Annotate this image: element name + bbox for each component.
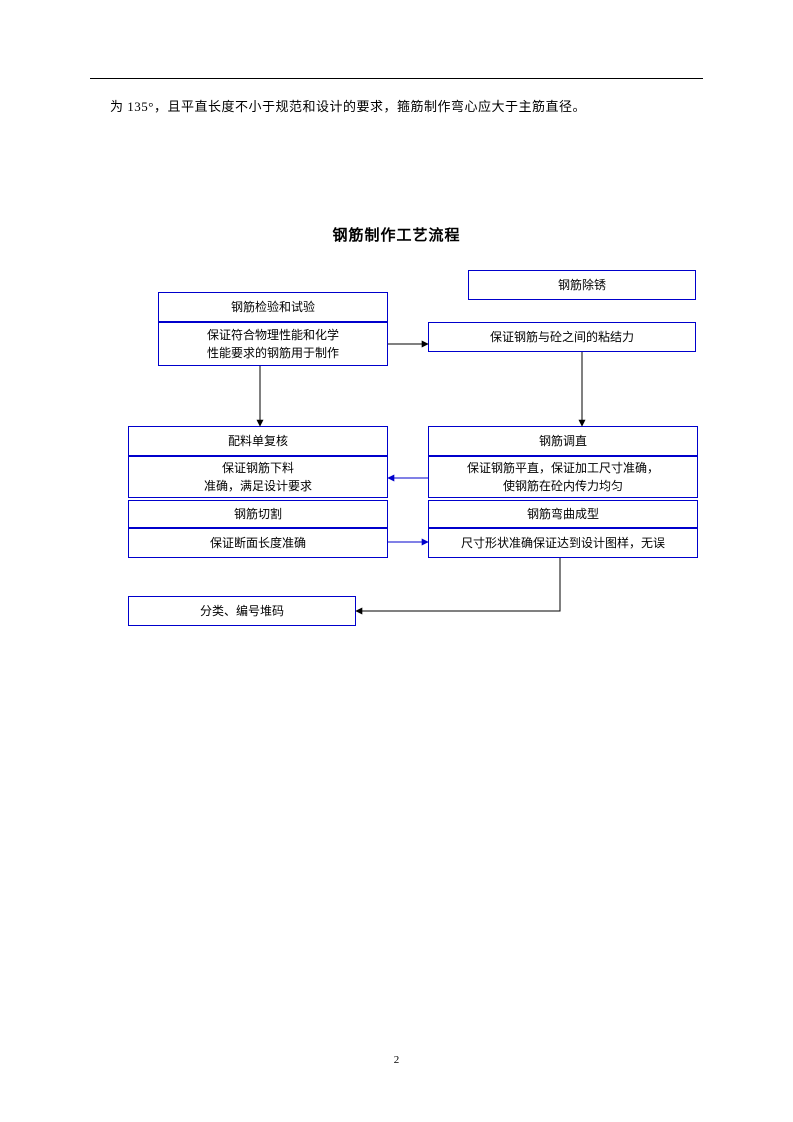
flowchart-node-label: 保证符合物理性能和化学性能要求的钢筋用于制作 bbox=[207, 326, 339, 362]
flowchart-node-n3b: 保证钢筋下料准确，满足设计要求 bbox=[128, 456, 388, 498]
flowchart-node-n4b: 保证钢筋平直，保证加工尺寸准确，使钢筋在砼内传力均匀 bbox=[428, 456, 698, 498]
flowchart-node-n6: 钢筋弯曲成型 bbox=[428, 500, 698, 528]
flowchart-node-label: 保证钢筋平直，保证加工尺寸准确，使钢筋在砼内传力均匀 bbox=[467, 459, 659, 495]
flowchart-node-label: 分类、编号堆码 bbox=[200, 602, 284, 620]
page-number: 2 bbox=[0, 1054, 793, 1066]
flowchart-node-label: 钢筋检验和试验 bbox=[231, 298, 315, 316]
flowchart-node-n7: 分类、编号堆码 bbox=[128, 596, 356, 626]
flowchart-node-label: 尺寸形状准确保证达到设计图样，无误 bbox=[461, 534, 665, 552]
flowchart-node-label: 保证钢筋下料准确，满足设计要求 bbox=[204, 459, 312, 495]
flowchart-node-label: 钢筋切割 bbox=[234, 505, 282, 523]
flowchart-node-n5b: 保证断面长度准确 bbox=[128, 528, 388, 558]
flowchart-node-n1b: 保证符合物理性能和化学性能要求的钢筋用于制作 bbox=[158, 322, 388, 366]
flowchart-node-label: 配料单复核 bbox=[228, 432, 288, 450]
flowchart-node-n2b: 保证钢筋与砼之间的粘结力 bbox=[428, 322, 696, 352]
flowchart-node-label: 钢筋除锈 bbox=[558, 276, 606, 294]
flowchart-node-n1: 钢筋检验和试验 bbox=[158, 292, 388, 322]
flowchart-node-n3: 配料单复核 bbox=[128, 426, 388, 456]
flowchart-node-label: 钢筋弯曲成型 bbox=[527, 505, 599, 523]
flowchart-node-n2: 钢筋除锈 bbox=[468, 270, 696, 300]
flowchart-node-n4: 钢筋调直 bbox=[428, 426, 698, 456]
flowchart-node-label: 保证钢筋与砼之间的粘结力 bbox=[490, 328, 634, 346]
flowchart-node-n6b: 尺寸形状准确保证达到设计图样，无误 bbox=[428, 528, 698, 558]
flowchart-node-label: 保证断面长度准确 bbox=[210, 534, 306, 552]
flowchart-node-n5: 钢筋切割 bbox=[128, 500, 388, 528]
flowchart-node-label: 钢筋调直 bbox=[539, 432, 587, 450]
flowchart-diagram: 钢筋检验和试验保证符合物理性能和化学性能要求的钢筋用于制作 钢筋除锈保证钢筋与砼之… bbox=[0, 0, 793, 1122]
